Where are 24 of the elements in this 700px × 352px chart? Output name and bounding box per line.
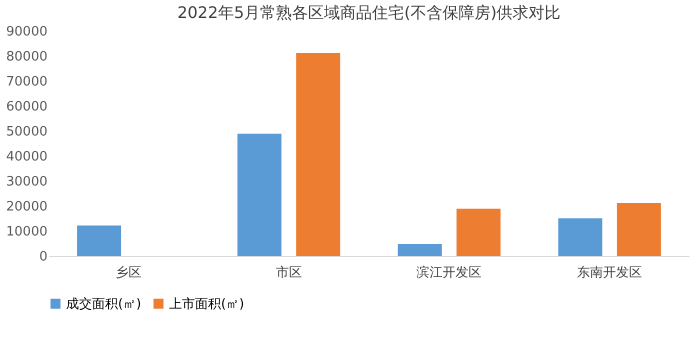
bar xyxy=(77,226,122,256)
y-tick-label: 10000 xyxy=(6,224,48,240)
y-tick-label: 40000 xyxy=(6,150,48,164)
bar xyxy=(296,53,340,256)
y-tick-label: 90000 xyxy=(6,24,48,40)
y-tick-label: 80000 xyxy=(6,50,48,64)
bar xyxy=(237,134,282,256)
chart-title: 2022年5月常熟各区域商品住宅(不含保障房)供求对比 xyxy=(177,3,561,22)
x-tick-label: 乡区 xyxy=(115,266,142,280)
bar xyxy=(616,203,661,256)
x-tick-label: 东南开发区 xyxy=(577,266,642,280)
y-tick-label: 70000 xyxy=(6,74,48,90)
x-tick-label: 市区 xyxy=(276,266,302,280)
y-tick-label: 60000 xyxy=(6,100,48,114)
bar xyxy=(558,218,602,256)
y-tick-label: 20000 xyxy=(6,200,48,214)
bar xyxy=(398,244,442,256)
x-tick-label: 滨江开发区 xyxy=(416,264,482,280)
legend-label: 上市面积(㎡) xyxy=(169,296,244,312)
y-tick-label: 30000 xyxy=(6,174,48,190)
y-tick-label: 0 xyxy=(39,250,48,264)
bar xyxy=(456,208,501,256)
legend-label: 成交面积(㎡) xyxy=(66,296,142,312)
y-tick-label: 50000 xyxy=(6,124,48,140)
